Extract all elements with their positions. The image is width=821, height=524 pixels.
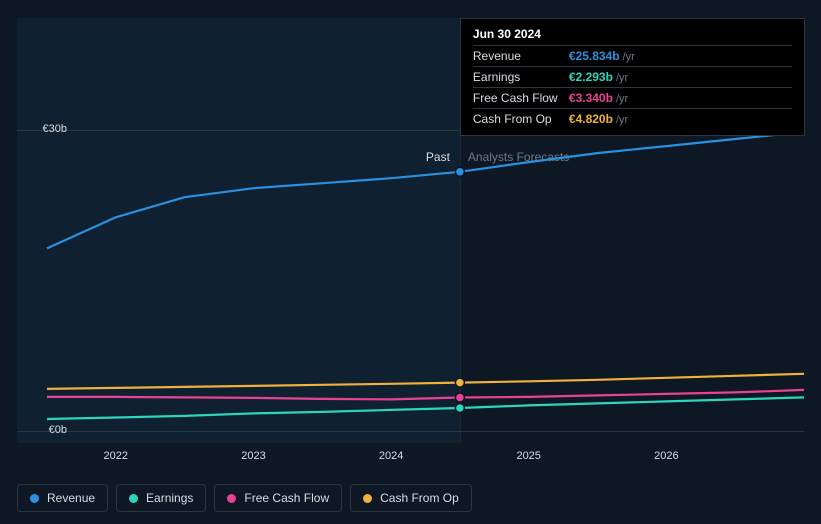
series-marker-cfo xyxy=(455,378,464,387)
tooltip-row-label: Revenue xyxy=(473,49,569,63)
legend-label: Cash From Op xyxy=(380,491,459,505)
tooltip-row-unit: /yr xyxy=(616,93,628,105)
legend-label: Earnings xyxy=(146,491,193,505)
tooltip-row-value: €2.293b xyxy=(569,70,613,84)
legend-dot-icon xyxy=(129,494,138,503)
tooltip-row-2: Free Cash Flow€3.340b/yr xyxy=(473,87,792,108)
x-tick-2025: 2025 xyxy=(516,450,540,462)
tooltip-row-value: €3.340b xyxy=(569,91,613,105)
tooltip-row-unit: /yr xyxy=(616,114,628,126)
legend-dot-icon xyxy=(227,494,236,503)
series-marker-fcf xyxy=(455,393,464,402)
series-line-fcf xyxy=(47,390,804,400)
x-tick-2022: 2022 xyxy=(104,450,128,462)
tooltip-row-3: Cash From Op€4.820b/yr xyxy=(473,108,792,129)
legend-toggle-cfo[interactable]: Cash From Op xyxy=(350,484,472,512)
legend-toggle-fcf[interactable]: Free Cash Flow xyxy=(214,484,342,512)
tooltip-date: Jun 30 2024 xyxy=(473,27,792,45)
tooltip-row-unit: /yr xyxy=(616,72,628,84)
series-line-earnings xyxy=(47,397,804,419)
legend-dot-icon xyxy=(363,494,372,503)
tooltip-row-unit: /yr xyxy=(623,51,635,63)
tooltip-row-label: Earnings xyxy=(473,70,569,84)
chart-tooltip: Jun 30 2024 Revenue€25.834b/yrEarnings€2… xyxy=(460,18,805,136)
chart-legend: Revenue Earnings Free Cash Flow Cash From O… xyxy=(17,484,472,512)
tooltip-row-value: €4.820b xyxy=(569,112,613,126)
x-tick-2024: 2024 xyxy=(379,450,403,462)
legend-label: Revenue xyxy=(47,491,95,505)
series-line-revenue xyxy=(47,132,804,248)
legend-dot-icon xyxy=(30,494,39,503)
tooltip-row-1: Earnings€2.293b/yr xyxy=(473,66,792,87)
x-tick-2026: 2026 xyxy=(654,450,678,462)
tooltip-row-0: Revenue€25.834b/yr xyxy=(473,45,792,66)
x-tick-2023: 2023 xyxy=(241,450,265,462)
series-marker-earnings xyxy=(455,404,464,413)
legend-label: Free Cash Flow xyxy=(244,491,329,505)
series-line-cfo xyxy=(47,374,804,389)
legend-toggle-revenue[interactable]: Revenue xyxy=(17,484,108,512)
earnings-revenue-chart[interactable]: €30b €0b Past Analysts Forecasts 2022 20… xyxy=(17,18,804,443)
tooltip-row-label: Cash From Op xyxy=(473,112,569,126)
legend-toggle-earnings[interactable]: Earnings xyxy=(116,484,206,512)
tooltip-row-label: Free Cash Flow xyxy=(473,91,569,105)
tooltip-row-value: €25.834b xyxy=(569,49,620,63)
series-marker-revenue xyxy=(455,167,464,176)
